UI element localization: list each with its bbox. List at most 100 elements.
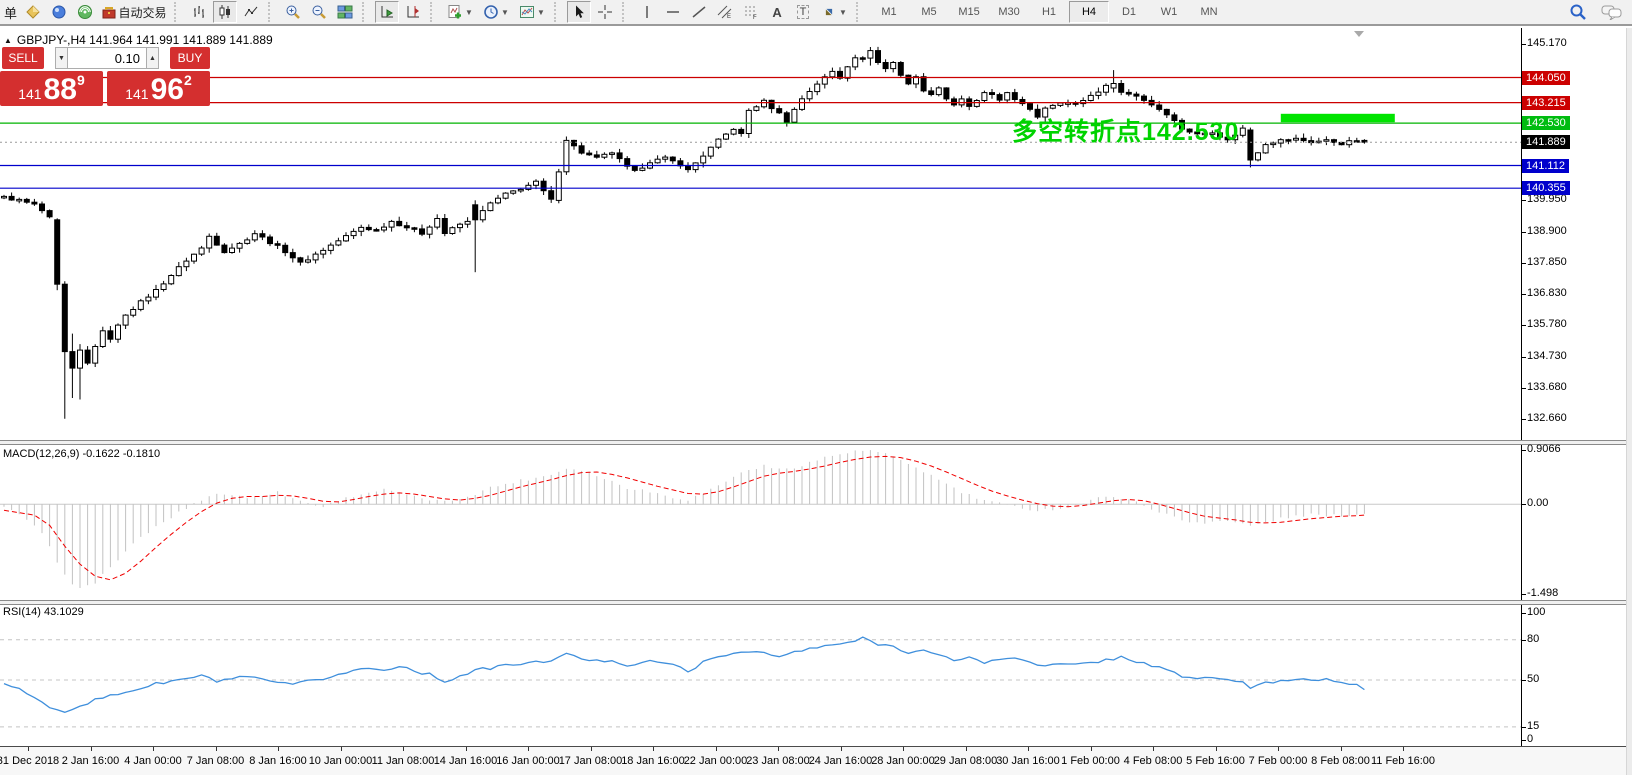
time-axis-label: 28 Jan 00:00 <box>871 755 935 767</box>
bar-chart-button[interactable] <box>187 1 211 23</box>
time-axis-tick <box>1278 747 1279 751</box>
vertical-line-button[interactable] <box>635 1 659 23</box>
zoom-out-button[interactable] <box>307 1 331 23</box>
search-button[interactable] <box>1566 1 1590 23</box>
arrows-button[interactable]: ▼ <box>817 1 851 23</box>
one-click-trade-panel: SELL ▼ ▲ BUY 141 88 9 141 96 2 <box>0 47 210 106</box>
candles-layer <box>1 46 1368 419</box>
sell-button[interactable]: SELL <box>2 47 44 69</box>
time-axis-label: 4 Jan 00:00 <box>124 755 182 767</box>
time-axis-tick <box>403 747 404 751</box>
svg-text:F: F <box>753 15 757 20</box>
line-chart-button[interactable] <box>239 1 263 23</box>
templates-button[interactable]: ▼ <box>515 1 549 23</box>
price-badge-143.215: 143.215 <box>1522 95 1570 110</box>
timeframe-button-h1[interactable]: H1 <box>1041 6 1057 18</box>
ask-price-button[interactable]: 141 96 2 <box>107 71 210 106</box>
chat-button[interactable] <box>1600 1 1624 23</box>
periods-button[interactable]: ▼ <box>479 1 513 23</box>
timeframe-button-h4[interactable]: H4 <box>1069 1 1110 23</box>
tile-windows-button[interactable] <box>333 1 357 23</box>
macd-axis-tick <box>1521 504 1526 506</box>
window-edge <box>1626 28 1632 775</box>
price-axis-label: 135.780 <box>1527 318 1567 331</box>
chart-shift-button[interactable] <box>401 1 425 23</box>
trendline-button[interactable] <box>687 1 711 23</box>
time-axis-tick <box>1153 747 1154 751</box>
timeframe-button-d1[interactable]: D1 <box>1121 6 1137 18</box>
time-axis-tick <box>903 747 904 751</box>
rsi-axis-tick <box>1521 613 1526 614</box>
price-axis-tick <box>1521 44 1526 45</box>
volume-increase-button[interactable]: ▲ <box>146 47 159 69</box>
macd-axis-label: -1.498 <box>1527 587 1559 600</box>
ask-main-digits: 96 <box>150 73 184 106</box>
time-axis-label: 30 Jan 16:00 <box>996 755 1060 767</box>
equidistant-channel-button[interactable]: E <box>713 1 737 23</box>
timeframe-button-m30[interactable]: M30 <box>998 6 1020 18</box>
bid-pip-digit: 9 <box>76 72 85 88</box>
chart-title-bar: ▲ GBPJPY-,H4 141.964 141.991 141.889 141… <box>4 33 273 47</box>
rsi-axis-label: 80 <box>1527 632 1540 645</box>
text-button[interactable]: A <box>765 1 789 23</box>
collapse-panel-icon[interactable]: ▲ <box>4 35 12 45</box>
chart-end-marker <box>1354 31 1364 37</box>
volume-decrease-button[interactable]: ▼ <box>55 47 68 69</box>
dropdown-caret-icon: ▼ <box>537 7 545 17</box>
rsi-axis-label: 50 <box>1527 673 1540 685</box>
volume-input[interactable] <box>68 47 146 69</box>
chart-title: GBPJPY-,H4 141.964 141.991 141.889 141.8… <box>16 33 273 47</box>
chart-canvas[interactable]: ▲ GBPJPY-,H4 141.964 141.991 141.889 141… <box>0 28 1632 775</box>
time-axis-tick <box>153 747 154 751</box>
signals-button[interactable] <box>73 1 97 23</box>
buy-button[interactable]: BUY <box>170 47 210 69</box>
support-rectangle-object[interactable] <box>1280 113 1395 123</box>
time-axis-tick <box>1090 747 1092 751</box>
line-chart-icon <box>244 6 258 17</box>
auto-scroll-button[interactable] <box>375 1 400 23</box>
cursor-button[interactable] <box>567 1 592 23</box>
timeframe-button-m15[interactable]: M15 <box>958 6 980 18</box>
pane-separator[interactable] <box>0 600 1632 605</box>
timeframe-button-m1[interactable]: M1 <box>881 6 897 18</box>
new-order-button[interactable] <box>21 1 45 23</box>
community-button[interactable] <box>47 1 71 23</box>
time-axis-tick <box>653 747 654 751</box>
toolbar-separator <box>430 2 438 22</box>
time-axis[interactable]: 31 Dec 2018 2 Jan 16:00 4 Jan 00:00 7 Jan 0… <box>0 746 1632 775</box>
timeframe-button-mn[interactable]: MN <box>1200 6 1218 18</box>
time-axis-tick <box>1403 747 1404 751</box>
fibonacci-button[interactable]: F <box>739 1 763 23</box>
horizontal-line-button[interactable] <box>661 1 685 23</box>
indicators-button[interactable]: ▼ <box>443 1 477 23</box>
autotrading-button[interactable]: 自动交易 <box>99 1 169 23</box>
macd-indicator-label: MACD(12,26,9) -0.1622 -0.1810 <box>3 448 161 460</box>
price-axis-tick <box>1521 325 1526 327</box>
price-badge-140.355: 140.355 <box>1522 181 1570 196</box>
time-axis-tick <box>965 747 967 751</box>
rsi-axis-tick <box>1521 639 1526 641</box>
crosshair-button[interactable] <box>593 1 617 23</box>
pane-separator[interactable] <box>0 440 1632 445</box>
time-axis-label: 22 Jan 00:00 <box>683 755 748 767</box>
time-axis-tick <box>715 747 717 751</box>
macd-axis-label: 0.00 <box>1527 497 1549 510</box>
text-label-button[interactable]: T <box>791 1 815 23</box>
time-axis-label: 8 Feb 08:00 <box>1311 755 1370 767</box>
price-axis-tick <box>1521 293 1526 295</box>
candlestick-chart-icon <box>219 5 231 19</box>
ask-pip-digit: 2 <box>183 72 192 88</box>
price-axis-label: 136.830 <box>1527 286 1567 299</box>
zoom-in-button[interactable] <box>281 1 305 23</box>
toolbar-separator <box>622 2 630 22</box>
time-axis-tick <box>1215 747 1217 751</box>
timeframe-button-m5[interactable]: M5 <box>921 6 937 18</box>
chart-annotation-text[interactable]: 多空转折点142.530 <box>1012 118 1240 146</box>
timeframe-button-w1[interactable]: W1 <box>1160 6 1178 18</box>
bid-price-button[interactable]: 141 88 9 <box>0 71 103 106</box>
dropdown-caret-icon: ▼ <box>839 7 847 17</box>
time-axis-tick <box>778 747 779 751</box>
candlestick-chart-button[interactable] <box>213 1 238 23</box>
